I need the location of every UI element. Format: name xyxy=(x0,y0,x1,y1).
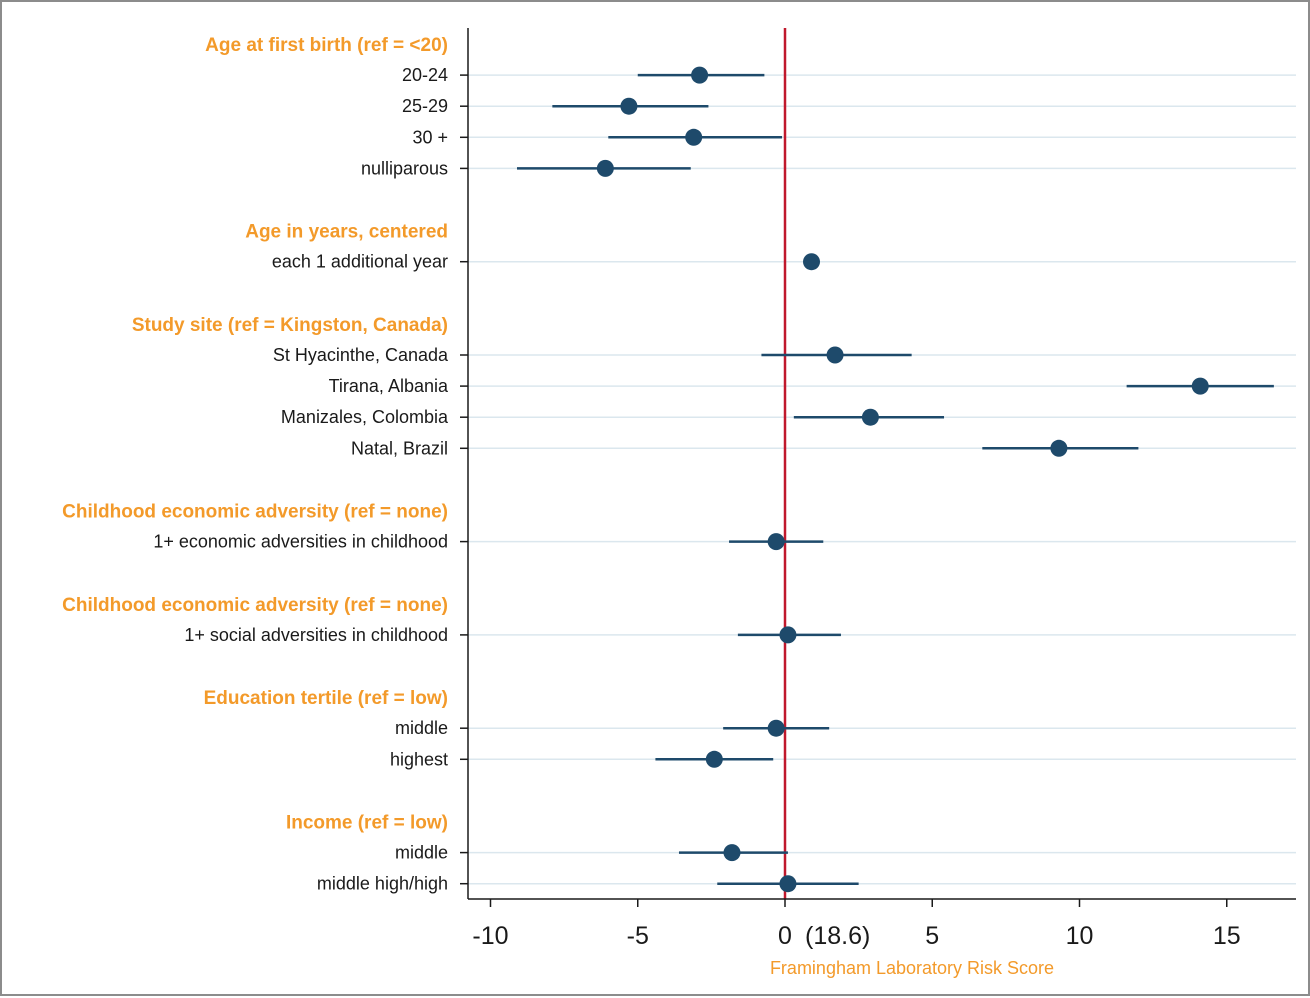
row-label: Natal, Brazil xyxy=(351,438,448,458)
point-marker xyxy=(705,750,723,768)
x-tick-label: -5 xyxy=(627,922,649,950)
row-label: middle xyxy=(395,718,448,738)
row-label: Tirana, Albania xyxy=(329,376,449,396)
group-header: Study site (ref = Kingston, Canada) xyxy=(132,315,448,336)
x-tick-label: 10 xyxy=(1066,922,1094,950)
point-marker xyxy=(779,875,797,893)
point-marker xyxy=(596,159,614,177)
row-label: St Hyacinthe, Canada xyxy=(273,345,449,365)
point-marker xyxy=(1191,377,1209,395)
point-marker xyxy=(779,626,797,644)
row-label: 30 + xyxy=(412,127,448,147)
group-header: Age at first birth (ref = <20) xyxy=(205,35,448,56)
gridlines xyxy=(468,74,1296,885)
point-marker xyxy=(620,97,638,115)
confidence-intervals xyxy=(517,73,1274,885)
row-label: middle high/high xyxy=(317,874,448,894)
point-marker xyxy=(685,128,703,146)
row-label: nulliparous xyxy=(361,158,448,178)
x-tick-label: -10 xyxy=(472,922,508,950)
point-marker xyxy=(691,66,709,84)
row-label: middle xyxy=(395,843,448,863)
x-axis-label: Framingham Laboratory Risk Score xyxy=(770,958,1054,978)
group-header: Age in years, centered xyxy=(245,222,448,243)
x-tick-label: 5 xyxy=(925,922,939,950)
point-marker xyxy=(767,533,785,551)
row-label: highest xyxy=(390,749,448,769)
point-estimates xyxy=(596,66,1209,893)
axes xyxy=(460,28,1296,900)
row-label: 1+ social adversities in childhood xyxy=(184,625,448,645)
group-header: Education tertile (ref = low) xyxy=(204,688,448,709)
x-tick-label: 15 xyxy=(1213,922,1241,950)
point-marker xyxy=(767,719,785,737)
point-marker xyxy=(803,253,821,271)
group-header: Childhood economic adversity (ref = none… xyxy=(62,595,448,616)
row-label: 20-24 xyxy=(402,65,448,85)
point-marker xyxy=(1050,439,1068,457)
row-labels: Age at first birth (ref = <20) 20-24 25-29… xyxy=(62,35,449,894)
group-header: Childhood economic adversity (ref = none… xyxy=(62,502,448,523)
point-marker xyxy=(723,844,741,862)
row-label: each 1 additional year xyxy=(272,252,448,272)
point-marker xyxy=(861,408,879,426)
row-label: 25-29 xyxy=(402,96,448,116)
row-label: Manizales, Colombia xyxy=(281,407,449,427)
x-tick-label: 0 xyxy=(778,922,792,950)
group-header: Income (ref = low) xyxy=(286,813,448,834)
row-label: 1+ economic adversities in childhood xyxy=(153,532,448,552)
reference-value-label: (18.6) xyxy=(805,922,870,950)
x-ticks: -10 -5 0 5 10 15 xyxy=(472,899,1241,950)
point-marker xyxy=(826,346,844,364)
